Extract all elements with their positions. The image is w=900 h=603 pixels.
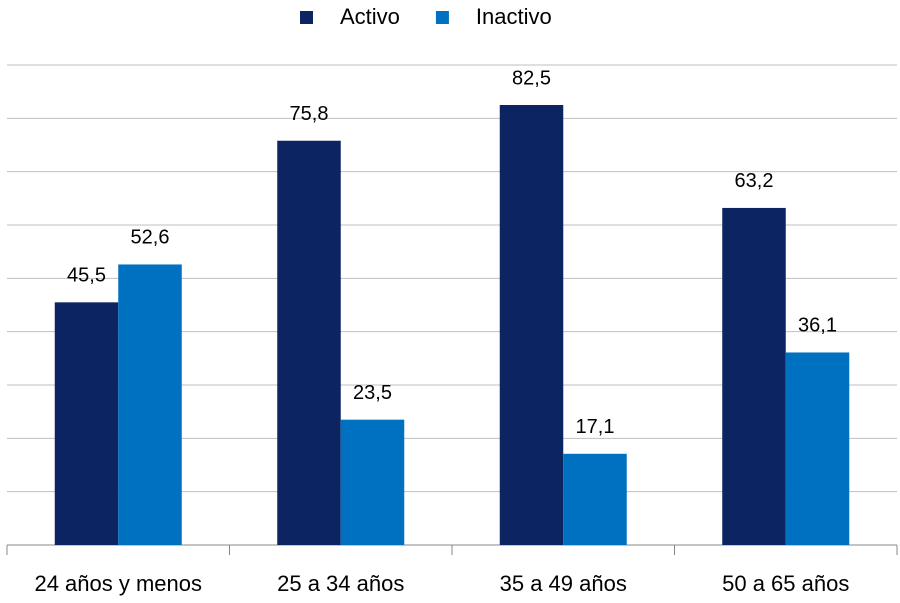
bar xyxy=(54,302,119,545)
bar xyxy=(499,105,564,545)
data-label: 45,5 xyxy=(67,265,106,287)
data-label: 75,8 xyxy=(290,103,329,125)
bar xyxy=(722,207,786,545)
data-label: 36,1 xyxy=(798,315,837,337)
data-label: 82,5 xyxy=(512,67,551,89)
legend-label: Activo xyxy=(340,4,400,29)
data-label: 63,2 xyxy=(735,170,774,192)
x-tick-label: 25 a 34 años xyxy=(277,571,404,596)
x-tick-label: 50 a 65 años xyxy=(722,571,849,596)
x-tick-label: 24 años y menos xyxy=(34,571,202,596)
legend-label: Inactivo xyxy=(476,4,552,29)
data-label: 52,6 xyxy=(131,227,170,249)
bar xyxy=(785,352,850,545)
bar xyxy=(277,140,341,545)
data-label: 23,5 xyxy=(353,382,392,404)
legend-swatch xyxy=(300,11,313,24)
legend-swatch xyxy=(435,11,449,24)
x-tick-label: 35 a 49 años xyxy=(500,571,627,596)
bar xyxy=(118,264,182,545)
data-label: 17,1 xyxy=(576,416,615,438)
bar xyxy=(340,419,405,545)
bar xyxy=(563,453,627,545)
